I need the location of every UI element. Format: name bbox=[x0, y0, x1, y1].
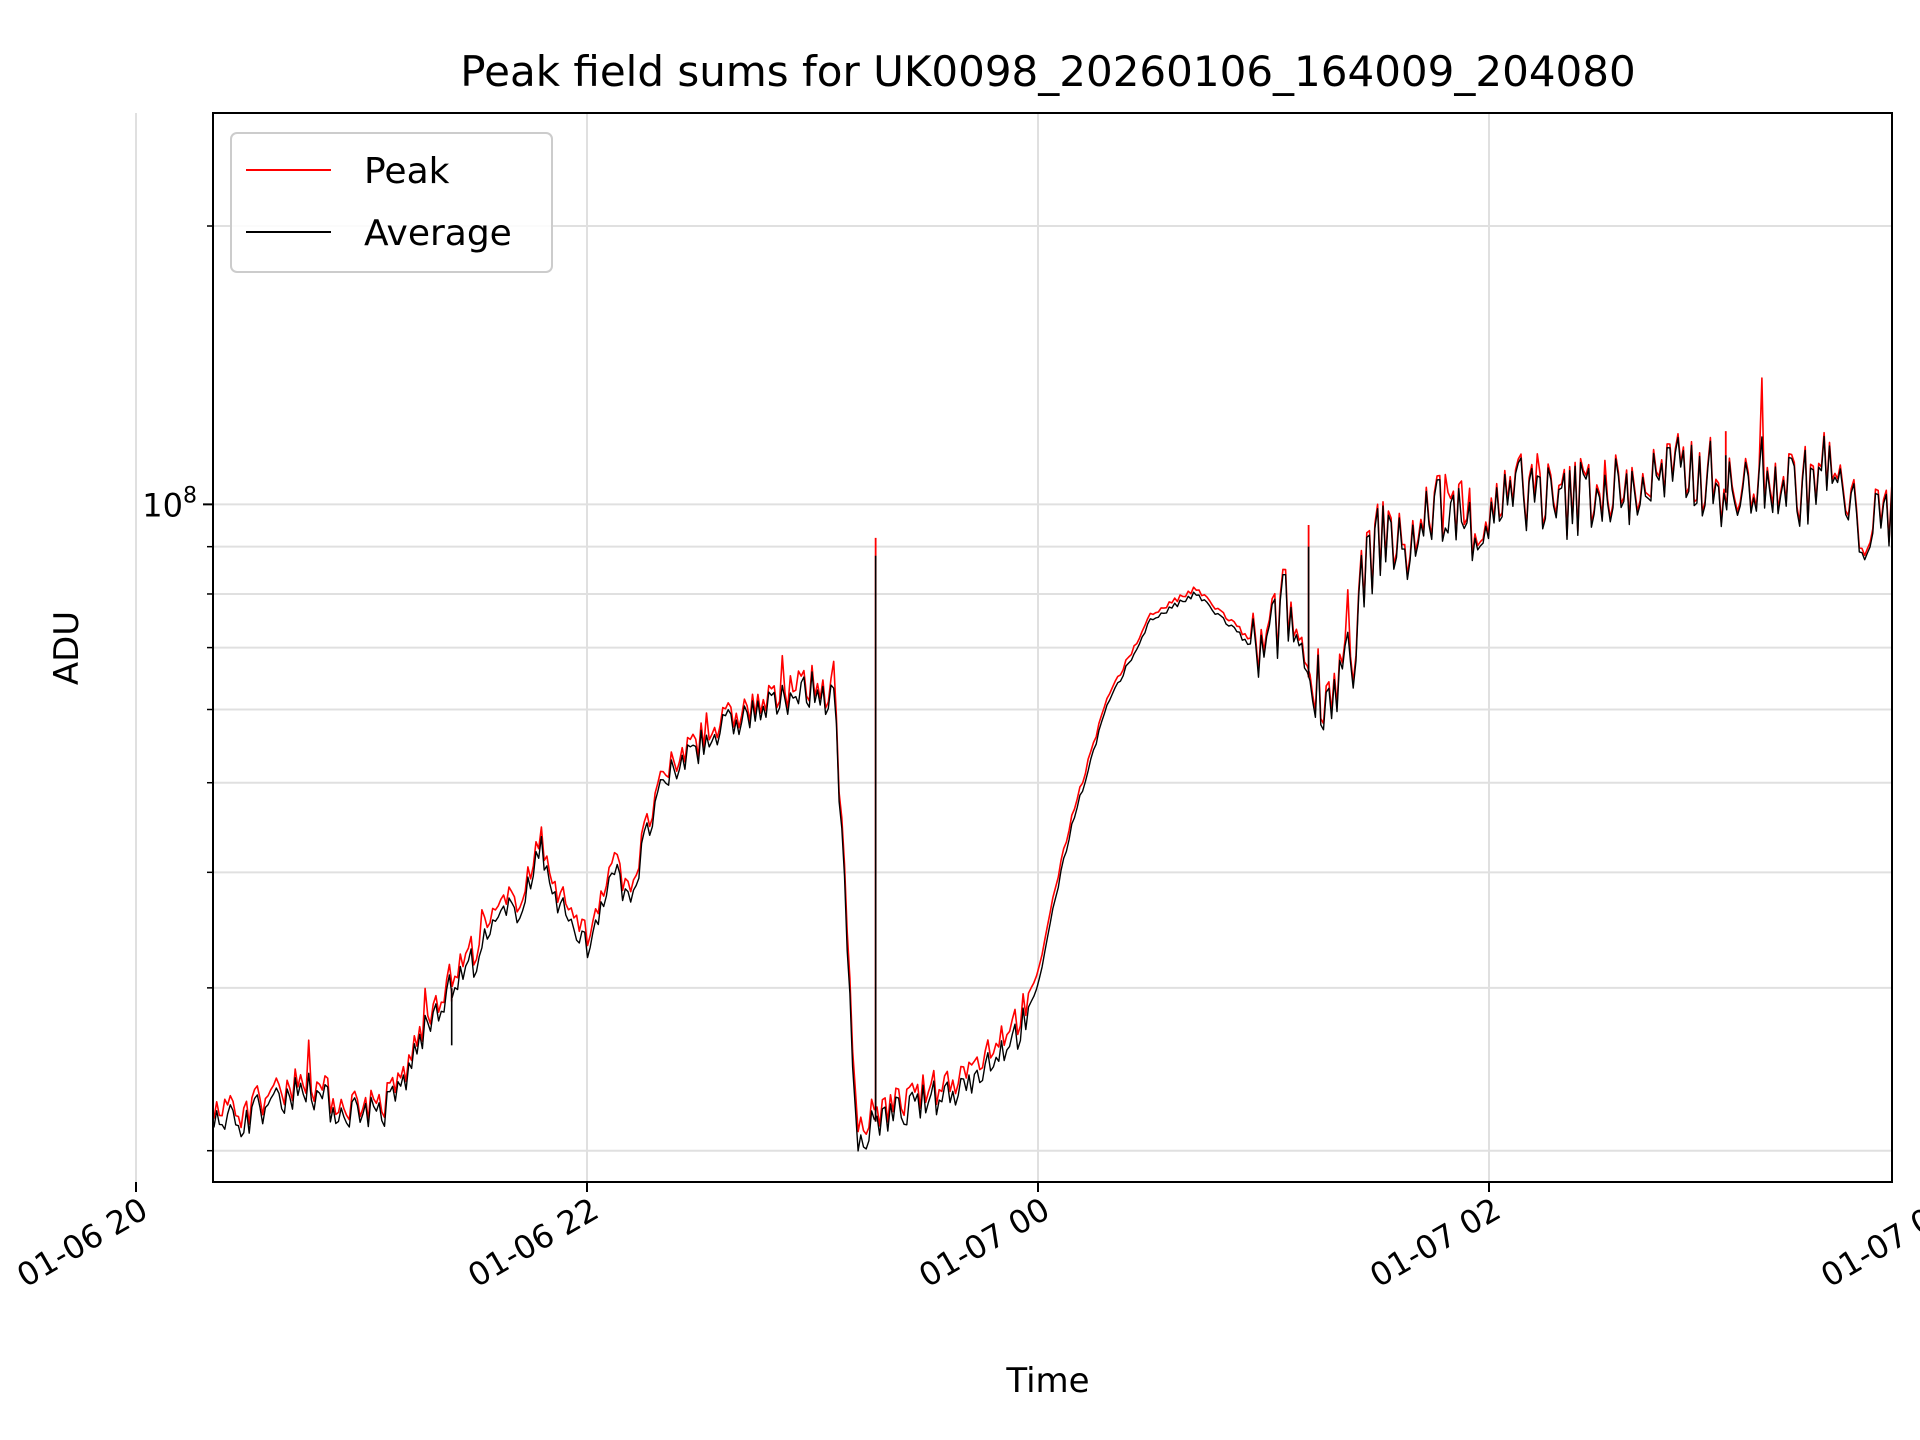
legend-box bbox=[230, 132, 553, 273]
peak-series-line bbox=[213, 377, 1892, 1135]
series-layer bbox=[213, 377, 1892, 1152]
legend-average-label: Average bbox=[364, 213, 512, 254]
y-axis-label: ADU bbox=[47, 611, 87, 685]
x-axis-label: Time bbox=[1005, 1361, 1089, 1401]
plot-area bbox=[213, 377, 1892, 1152]
y-tick-label: 108 bbox=[142, 483, 197, 524]
legend: Peak Average bbox=[230, 132, 553, 273]
chart-title: Peak field sums for UK0098_20260106_1640… bbox=[460, 47, 1635, 96]
legend-peak-label: Peak bbox=[364, 151, 450, 192]
grid bbox=[135, 113, 1892, 1182]
average-series-line bbox=[213, 435, 1892, 1152]
y-axis: 108 bbox=[142, 225, 213, 1152]
